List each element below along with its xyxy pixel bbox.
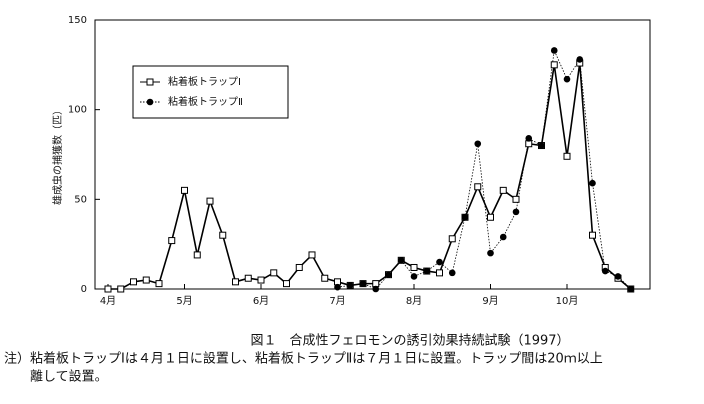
marker <box>410 263 418 271</box>
marker <box>448 235 456 243</box>
marker <box>512 195 520 203</box>
marker <box>257 276 265 284</box>
marker <box>589 179 596 187</box>
marker <box>321 274 329 282</box>
y-tick-label: 50 <box>74 194 87 205</box>
marker <box>219 231 227 239</box>
marker <box>525 135 533 142</box>
x-tick-label: 9月 <box>482 295 498 307</box>
marker <box>436 269 443 277</box>
marker <box>601 267 609 275</box>
marker <box>193 251 201 259</box>
marker <box>206 197 214 205</box>
marker <box>550 61 558 69</box>
note-line: 離して設置。 <box>30 369 108 385</box>
y-axis-label: 雄成虫の捕獲数（匹） <box>51 105 64 205</box>
marker <box>436 258 443 266</box>
marker <box>487 249 494 257</box>
marker <box>423 267 431 275</box>
marker <box>130 278 137 286</box>
marker <box>181 186 188 194</box>
x-tick-label: 10月 <box>556 295 579 307</box>
marker <box>385 271 392 278</box>
marker <box>410 273 418 280</box>
y-tick-label: 0 <box>81 284 87 295</box>
marker <box>155 280 163 288</box>
marker <box>499 186 507 194</box>
marker <box>550 47 558 54</box>
marker <box>104 285 112 293</box>
marker <box>372 285 380 293</box>
x-tick-label: 4月 <box>100 295 116 307</box>
x-tick-label: 8月 <box>406 295 422 307</box>
note-line: 注）粘着板トラップⅠは４月１日に設置し、粘着板トラップⅡは７月１日に設置。トラッ… <box>4 351 603 367</box>
marker <box>283 280 290 288</box>
marker <box>538 142 545 149</box>
x-tick-label: 7月 <box>329 295 345 307</box>
marker <box>232 278 239 286</box>
legend-box <box>132 65 289 119</box>
marker <box>474 140 482 148</box>
marker <box>487 213 494 221</box>
marker <box>346 282 354 289</box>
marker <box>308 251 316 259</box>
series-line <box>337 49 632 290</box>
marker <box>589 231 596 239</box>
legend-marker <box>146 78 154 86</box>
marker <box>244 274 252 282</box>
marker <box>512 208 520 216</box>
marker <box>359 280 367 287</box>
marker <box>499 233 507 241</box>
marker <box>614 273 622 280</box>
marker <box>461 213 469 221</box>
y-tick-label: 150 <box>68 15 87 26</box>
marker <box>563 75 571 83</box>
legend-marker <box>146 98 154 106</box>
marker <box>576 56 584 63</box>
marker <box>563 152 571 160</box>
marker <box>295 263 303 271</box>
x-tick-label: 6月 <box>253 295 269 307</box>
marker <box>270 269 278 277</box>
marker <box>117 285 125 293</box>
marker <box>142 276 150 284</box>
marker <box>627 285 635 293</box>
marker <box>397 257 405 264</box>
legend-label: 粘着板トラップⅡ <box>168 95 243 108</box>
caption: 図１ 合成性フェロモンの誘引効果持続試験（1997） <box>250 333 569 349</box>
marker <box>334 283 341 291</box>
marker <box>474 183 482 191</box>
y-tick-label: 100 <box>68 105 87 116</box>
marker <box>448 269 456 277</box>
legend-label: 粘着板トラップⅠ <box>168 75 241 88</box>
x-tick-label: 5月 <box>176 295 192 307</box>
marker <box>168 237 176 245</box>
